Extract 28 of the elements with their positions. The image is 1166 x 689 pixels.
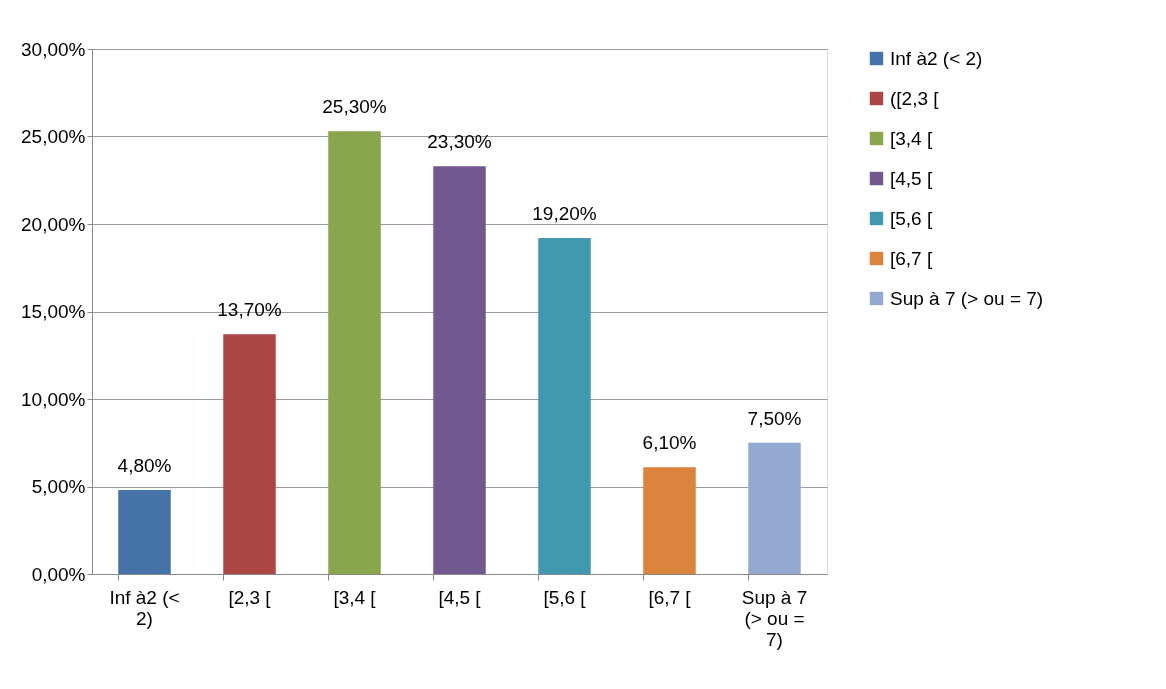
y-tick-label: 10,00% bbox=[21, 388, 86, 410]
x-tick-label: [3,4 [ bbox=[333, 586, 377, 608]
legend-label: [5,6 [ bbox=[890, 207, 933, 229]
x-tick-label: [6,7 [ bbox=[648, 586, 692, 608]
data-label: 6,10% bbox=[642, 432, 697, 454]
legend-label: ([2,3 [ bbox=[890, 87, 940, 109]
y-tick-label: 30,00% bbox=[21, 38, 86, 60]
y-tick-label: 0,00% bbox=[31, 563, 86, 585]
legend-label: Inf à2 (< 2) bbox=[890, 47, 983, 69]
data-label: 4,80% bbox=[117, 455, 172, 476]
data-label: 25,30% bbox=[322, 96, 387, 118]
legend-label: [6,7 [ bbox=[890, 247, 933, 269]
x-tick-label: [4,5 [ bbox=[438, 586, 482, 608]
y-tick-label: 5,00% bbox=[31, 476, 86, 497]
data-label: 7,50% bbox=[747, 407, 802, 429]
data-label: 13,70% bbox=[217, 299, 282, 321]
y-tick-label: 20,00% bbox=[21, 213, 86, 235]
data-label: 23,30% bbox=[427, 131, 492, 153]
x-tick-label: [5,6 [ bbox=[543, 586, 587, 608]
x-tick-label: Inf à2 (< 2) bbox=[109, 586, 180, 629]
y-tick-label: 15,00% bbox=[21, 301, 86, 322]
y-tick-label: 25,00% bbox=[21, 126, 86, 147]
legend-label: Sup à 7 (> ou = 7) bbox=[890, 287, 1044, 309]
legend-label: [4,5 [ bbox=[890, 167, 933, 189]
x-tick-label: [2,3 [ bbox=[228, 586, 272, 608]
data-label: 19,20% bbox=[532, 203, 597, 224]
legend-label: [3,4 [ bbox=[890, 127, 933, 149]
x-tick-label: Sup à 7 (> ou = 7) bbox=[741, 586, 808, 650]
